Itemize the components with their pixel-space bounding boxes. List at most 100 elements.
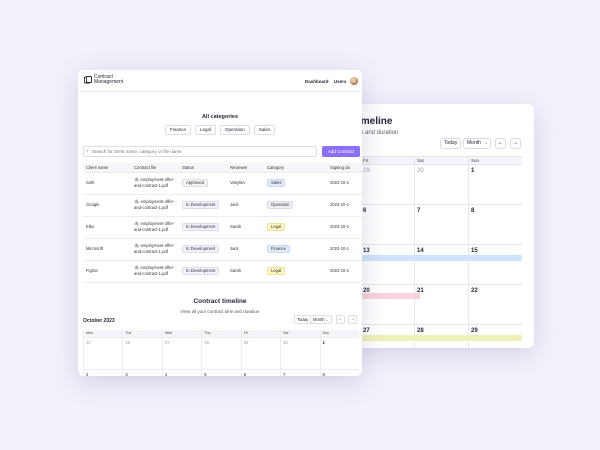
- calendar-day[interactable]: 25: [83, 338, 122, 369]
- category-chip-sales[interactable]: Sales: [253, 125, 276, 135]
- day-header: Mon: [83, 330, 122, 337]
- file-name: and-contract-1.pdf: [134, 271, 168, 276]
- calendar-day[interactable]: 21: [414, 285, 468, 324]
- view-select[interactable]: Month ⌄: [310, 315, 332, 324]
- file-name: employment-offer-: [140, 199, 175, 204]
- day-header: Thu: [201, 330, 240, 337]
- calendar-day[interactable]: 5: [201, 370, 240, 376]
- table-row[interactable]: Microsoft 🖇 employment-offer-and-contrac…: [83, 238, 362, 261]
- paperclip-icon: 🖇: [134, 221, 140, 226]
- column-header[interactable]: Status: [179, 163, 227, 173]
- prev-month-button[interactable]: ←: [336, 315, 345, 324]
- calendar-day[interactable]: 13: [360, 245, 414, 284]
- calendar-day[interactable]: 4: [161, 370, 201, 376]
- column-header[interactable]: Contract file: [131, 163, 179, 173]
- file-name: employment-offer-: [140, 221, 175, 226]
- avatar[interactable]: [350, 77, 358, 85]
- client-name: Elko: [83, 216, 131, 239]
- contract-duration-bar[interactable]: [360, 255, 522, 261]
- client-name: Microsoft: [83, 238, 131, 261]
- back-calendar-grid: Fri Sat Sun 29 30 1 6 7 8 13 14 15 20 21…: [360, 156, 522, 348]
- calendar-day[interactable]: 29: [240, 338, 280, 369]
- table-row[interactable]: Figma 🖇 employment-offer-and-contract-1.…: [83, 260, 362, 283]
- category-badge: Finance: [267, 245, 290, 253]
- reviewer: Sarah: [227, 260, 264, 283]
- category-chip-operation[interactable]: Operation: [220, 125, 250, 135]
- calendar-day[interactable]: 28: [201, 338, 240, 369]
- view-label: Month: [313, 317, 325, 322]
- client-name: Google: [83, 194, 131, 217]
- day-header: Sun: [319, 330, 359, 337]
- category-badge: Legal: [267, 223, 286, 231]
- back-view-label: Month: [467, 140, 481, 146]
- client-name: Sofit: [83, 172, 131, 195]
- calendar-day[interactable]: 30: [414, 165, 468, 204]
- back-next-button[interactable]: →: [510, 138, 521, 149]
- calendar-day[interactable]: 14: [414, 245, 468, 284]
- contract-file-link[interactable]: 🖇 employment-offer-and-contract-1.pdf: [131, 260, 179, 283]
- contract-file-link[interactable]: 🖇 employment-offer-and-contract-1.pdf: [131, 216, 179, 239]
- table-row[interactable]: Sofit 🖇 employment-offer-and-contract-1.…: [83, 172, 362, 195]
- calendar-day[interactable]: 27: [161, 338, 201, 369]
- file-name: and-contract-1.pdf: [134, 183, 168, 188]
- contract-file-link[interactable]: 🖇 employment-offer-and-contract-1.pdf: [131, 172, 179, 195]
- add-contract-button[interactable]: Add Contract: [322, 146, 360, 157]
- contract-duration-bar[interactable]: [360, 335, 522, 341]
- column-header[interactable]: Client name: [83, 163, 131, 173]
- calendar-week-row: 25 26 27 28 29 30 1: [83, 337, 359, 369]
- calendar-day[interactable]: 6: [360, 205, 414, 244]
- contract-management-window: Contract Management Dashboard Users All …: [78, 70, 362, 376]
- day-header: Sun: [468, 157, 522, 164]
- calendar-day[interactable]: 15: [468, 245, 522, 284]
- calendar-day[interactable]: 22: [468, 285, 522, 324]
- brand-name[interactable]: Contract Management: [94, 75, 123, 85]
- contract-file-link[interactable]: 🖇 employment-offer-and-contract-1.pdf: [131, 238, 179, 261]
- calendar-day[interactable]: 1: [319, 338, 359, 369]
- calendar-day[interactable]: 7: [414, 205, 468, 244]
- calendar-day[interactable]: 8: [319, 370, 359, 376]
- file-name: and-contract-1.pdf: [134, 205, 168, 210]
- calendar-day[interactable]: 30: [280, 338, 319, 369]
- back-view-select[interactable]: Month ⌄: [463, 138, 491, 149]
- status-badge: In Development: [182, 223, 220, 231]
- chevron-down-icon: ⌄: [325, 317, 329, 322]
- calendar-day[interactable]: 20: [360, 285, 414, 324]
- table-row[interactable]: Elko 🖇 employment-offer-and-contract-1.p…: [83, 216, 362, 239]
- search-placeholder: Search for client name, category or file…: [92, 149, 182, 154]
- contract-file-link[interactable]: 🖇 employment-offer-and-contract-1.pdf: [131, 194, 179, 217]
- day-header: Tue: [122, 330, 161, 337]
- day-header: Fri: [360, 157, 414, 164]
- calendar-day[interactable]: 7: [280, 370, 319, 376]
- status-badge: Approved: [182, 179, 208, 187]
- signing-date: 2023-10-1: [327, 238, 362, 261]
- category-chip-legal[interactable]: Legal: [194, 125, 216, 135]
- table-row[interactable]: Google 🖇 employment-offer-and-contract-1…: [83, 194, 362, 217]
- column-header[interactable]: Signing da: [327, 163, 362, 173]
- column-header[interactable]: Category: [264, 163, 327, 173]
- search-input[interactable]: ⌕ Search for client name, category or fi…: [83, 146, 317, 157]
- back-today-button[interactable]: Today: [440, 138, 462, 149]
- next-month-button[interactable]: →: [348, 315, 357, 324]
- calendar-day[interactable]: 1: [468, 165, 522, 204]
- contract-duration-bar[interactable]: [360, 293, 420, 299]
- table-header-row: Client name Contract file Status Reviewe…: [83, 163, 362, 173]
- paperclip-icon: 🖇: [134, 177, 140, 182]
- back-prev-button[interactable]: ←: [495, 138, 506, 149]
- contract-logo-icon: [84, 76, 92, 84]
- categories-title: All categories: [201, 114, 239, 120]
- calendar-day[interactable]: 2: [83, 370, 122, 376]
- reviewer: Jack: [227, 194, 264, 217]
- column-header[interactable]: Reviewer: [227, 163, 264, 173]
- nav-dashboard-link[interactable]: Dashboard: [305, 79, 329, 84]
- today-button[interactable]: Today: [294, 315, 312, 324]
- calendar-day[interactable]: 8: [468, 205, 522, 244]
- calendar-day[interactable]: 29: [360, 165, 414, 204]
- calendar-week-row: 2 3 4 5 6 7 8: [83, 369, 359, 376]
- calendar-day[interactable]: 26: [122, 338, 161, 369]
- back-calendar-window: imeline e and duration Today Month ⌄ ← →…: [330, 104, 534, 348]
- calendar-day[interactable]: 3: [122, 370, 161, 376]
- nav-users-link[interactable]: Users: [334, 79, 347, 84]
- calendar-day[interactable]: 6: [240, 370, 280, 376]
- category-chip-finance[interactable]: Finance: [164, 125, 191, 135]
- brand-line: Contract: [94, 74, 113, 80]
